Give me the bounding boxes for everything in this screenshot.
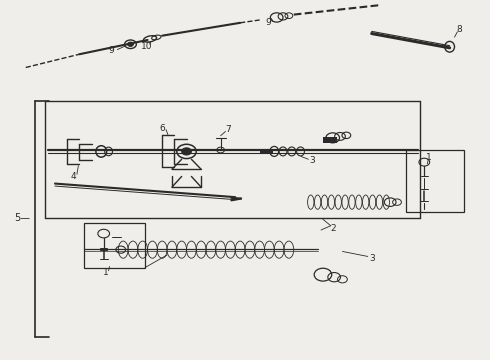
- Text: 8: 8: [457, 26, 462, 35]
- Text: 5—: 5—: [14, 212, 30, 222]
- Circle shape: [127, 42, 133, 46]
- Text: 3: 3: [369, 254, 374, 263]
- Text: 9: 9: [266, 18, 271, 27]
- Bar: [323, 138, 337, 143]
- Text: 1: 1: [426, 153, 432, 162]
- Text: 3: 3: [309, 156, 315, 165]
- Text: 10: 10: [141, 41, 152, 50]
- Circle shape: [182, 148, 192, 155]
- Text: 7: 7: [225, 126, 231, 135]
- Text: 1: 1: [103, 268, 109, 277]
- Text: 9: 9: [108, 46, 114, 55]
- Text: 4: 4: [71, 172, 76, 181]
- Text: 6: 6: [159, 124, 165, 133]
- Bar: [260, 149, 273, 154]
- Bar: [84, 223, 145, 267]
- Bar: [406, 150, 464, 212]
- Text: 2: 2: [330, 224, 336, 233]
